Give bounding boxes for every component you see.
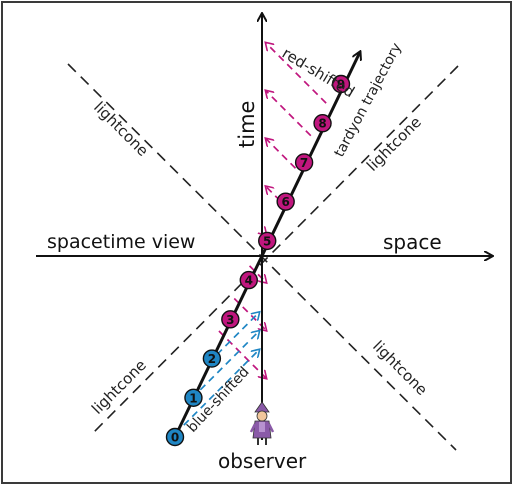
lightcone-label-lower-right: lightcone — [369, 337, 431, 399]
red-point-9: 9 — [331, 74, 351, 94]
blue-point-2: 2 — [202, 349, 222, 368]
red-point-circle — [331, 74, 351, 94]
blue-point-0: 0 — [165, 427, 185, 447]
red-point-6: 6 — [276, 192, 295, 211]
red-photon-arrow — [248, 265, 266, 282]
red-point-circle — [239, 270, 258, 290]
red-photon-arrow — [233, 297, 266, 330]
red-point-label: 3 — [226, 313, 234, 327]
red-point-label: 7 — [300, 156, 308, 170]
blue-point-1: 1 — [184, 388, 203, 407]
red-point-label: 8 — [318, 117, 326, 131]
red-point-circle — [221, 310, 240, 329]
spacetime-view-label: spacetime view — [47, 231, 195, 253]
lightcone-label-lower-left: lightcone — [88, 356, 150, 418]
red-point-label: 4 — [245, 274, 253, 288]
red-shifted-photon-arrows — [218, 43, 327, 378]
lightcone-label-upper-right: lightcone — [363, 113, 425, 175]
observer-figure-icon — [249, 401, 275, 445]
red-point-circle — [294, 153, 314, 172]
blue-point-circle — [184, 388, 203, 407]
red-point-circle — [258, 231, 277, 251]
red-point-circle — [276, 192, 295, 211]
space-label: space — [383, 230, 442, 254]
trajectory-points: 0 1 2 3 4 5 6 7 8 9 — [165, 74, 351, 447]
blue-point-label: 0 — [171, 431, 179, 445]
red-point-label: 5 — [263, 234, 271, 248]
time-label: time — [235, 101, 259, 148]
red-point-7: 7 — [294, 153, 314, 172]
red-point-8: 8 — [313, 114, 332, 133]
blue-photon-arrow — [199, 331, 259, 391]
red-point-circle — [313, 114, 332, 133]
red-shifted-label: red-shifted — [279, 44, 358, 101]
blue-point-label: 1 — [189, 391, 197, 405]
red-photon-arrow — [266, 91, 312, 137]
red-photon-arrow — [266, 43, 327, 104]
blue-photon-arrow — [183, 350, 259, 426]
red-point-5: 5 — [258, 231, 277, 251]
blue-photon-arrow — [216, 312, 259, 356]
blue-point-circle — [202, 349, 222, 368]
blue-point-circle — [165, 427, 185, 447]
red-point-label: 9 — [337, 78, 345, 92]
blue-shifted-photon-arrows — [183, 312, 259, 426]
red-point-3: 3 — [221, 310, 240, 329]
lightcone-label-upper-left: lightcone — [90, 98, 152, 160]
observer-label: observer — [218, 449, 307, 473]
red-point-4: 4 — [239, 270, 258, 290]
blue-point-label: 2 — [208, 352, 216, 366]
red-photon-arrow — [266, 139, 297, 169]
red-point-label: 6 — [281, 195, 289, 209]
lightcone-line-anti-diagonal — [93, 65, 459, 433]
